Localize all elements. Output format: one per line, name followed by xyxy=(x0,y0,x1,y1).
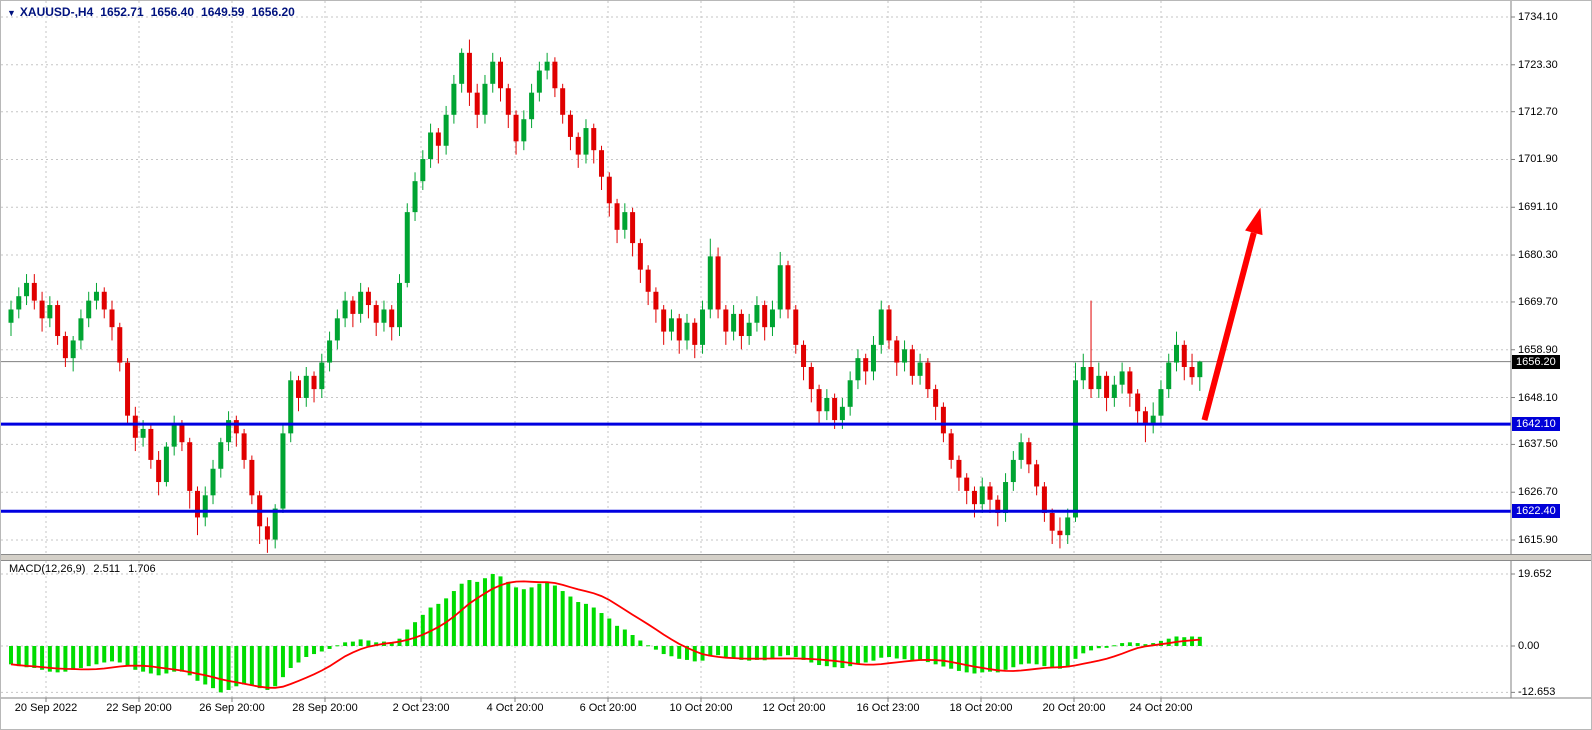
ohlc-low-value: 1649.59 xyxy=(201,5,245,19)
ohlc-close-value: 1656.20 xyxy=(251,5,295,19)
panel-separator[interactable] xyxy=(1,554,1591,561)
chart-symbol-header: ▼ XAUUSD-,H4 1652.71 1656.40 1649.59 1656.20 xyxy=(7,5,302,19)
ohlc-open-value: 1652.71 xyxy=(100,5,144,19)
macd-signal-value: 1.706 xyxy=(128,563,156,575)
symbol-timeframe-label: XAUUSD-,H4 xyxy=(19,5,94,19)
collapse-triangle-icon[interactable]: ▼ xyxy=(7,8,16,18)
macd-current-value: 2.511 xyxy=(93,563,121,575)
ohlc-high-value: 1656.40 xyxy=(150,5,195,19)
macd-name: MACD(12,26,9) xyxy=(9,563,86,575)
macd-indicator-label: MACD(12,26,9) 2.511 1.706 xyxy=(9,563,164,575)
